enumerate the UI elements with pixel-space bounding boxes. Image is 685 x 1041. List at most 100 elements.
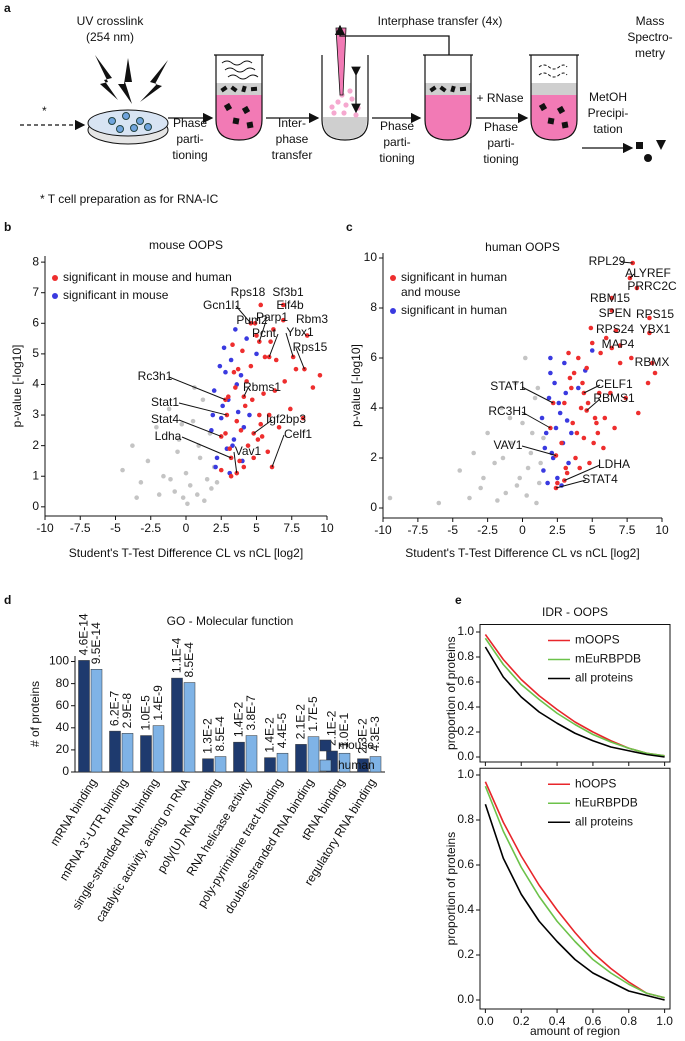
point xyxy=(528,450,534,456)
point xyxy=(577,465,582,471)
pink-drop xyxy=(347,88,353,94)
point xyxy=(609,345,615,351)
point xyxy=(238,372,244,378)
point xyxy=(566,350,571,356)
point-label: Parp1 xyxy=(256,310,288,324)
y-tick-label: 5 xyxy=(32,346,39,360)
point xyxy=(603,335,609,341)
legend: significant in human and mouse significan… xyxy=(390,270,515,321)
chart-title: GO - Molecular function xyxy=(167,614,294,628)
point xyxy=(542,445,548,451)
annotated-point xyxy=(280,317,286,323)
point-label: RBMS1 xyxy=(593,391,635,405)
leader-line xyxy=(295,347,305,370)
point-label: PRRC2C xyxy=(627,279,677,293)
point xyxy=(629,355,634,361)
x-tick-label: 1.0 xyxy=(656,1014,673,1028)
bar xyxy=(140,735,152,773)
point xyxy=(237,458,242,464)
panel-label: e xyxy=(455,593,462,607)
leader-line xyxy=(586,398,601,411)
point xyxy=(534,500,539,506)
x-tick-label: 0.2 xyxy=(513,1014,530,1028)
point xyxy=(228,357,234,363)
legend-item: significant in mouse and human xyxy=(52,270,252,285)
legend-marker xyxy=(390,308,396,314)
p-value-label: 4.6E-14 xyxy=(77,613,91,655)
point-label: Sf3b1 xyxy=(272,285,304,299)
point xyxy=(258,421,264,427)
annotated-point xyxy=(258,302,264,308)
point-label: RBM15 xyxy=(590,291,630,305)
leader-line xyxy=(233,451,238,474)
point xyxy=(602,415,608,421)
point xyxy=(492,460,497,466)
y-tick-label: 0.8 xyxy=(457,812,474,826)
y-tick-label: 3 xyxy=(32,407,39,421)
annotated-point xyxy=(647,315,652,321)
point xyxy=(244,336,249,341)
point xyxy=(231,437,237,442)
point xyxy=(272,388,278,393)
point xyxy=(536,480,542,486)
leader-line xyxy=(555,479,587,489)
pink-drop xyxy=(329,104,335,110)
point xyxy=(387,495,393,501)
y-tick-label: 1.0 xyxy=(457,767,474,781)
x-tick-label: -10 xyxy=(374,523,392,537)
protein xyxy=(241,105,251,115)
point xyxy=(591,440,596,446)
point xyxy=(612,425,617,431)
point xyxy=(564,418,570,423)
panel-label: c xyxy=(346,220,353,234)
chart-title: mouse OOPS xyxy=(149,238,223,252)
x-tick-label: 0.8 xyxy=(620,1014,637,1028)
pink-drop xyxy=(353,112,359,118)
point xyxy=(235,409,241,415)
point xyxy=(245,443,251,448)
protein xyxy=(538,102,548,112)
point xyxy=(262,354,268,360)
legend-text: significant in human xyxy=(401,303,508,317)
y-tick-label: 0.0 xyxy=(457,992,474,1006)
point xyxy=(242,403,248,409)
point xyxy=(176,437,182,442)
pink-drop xyxy=(341,110,347,116)
p-value-label: 4.3E-3 xyxy=(368,716,382,752)
leader-line xyxy=(178,419,222,437)
point xyxy=(317,372,323,378)
y-tick-label: 6 xyxy=(32,315,39,329)
point xyxy=(635,410,641,416)
point xyxy=(499,405,504,411)
bar xyxy=(214,756,227,773)
point xyxy=(546,395,552,401)
point-label: Pcnt xyxy=(252,326,277,340)
annotated-point xyxy=(302,366,307,372)
point xyxy=(562,360,567,366)
point xyxy=(228,473,234,479)
x-tick-label: 7.5 xyxy=(619,523,636,537)
legend-item: significant in human and mouse xyxy=(390,270,515,300)
step-label: Phase parti-tioning xyxy=(483,120,518,166)
chart-title: IDR - OOPS xyxy=(542,605,608,619)
point xyxy=(240,348,245,354)
point xyxy=(233,385,238,390)
point-label: Rbms1 xyxy=(243,380,281,394)
point xyxy=(233,327,238,332)
point-label: Pum2 xyxy=(236,313,268,327)
bar xyxy=(78,660,90,773)
step-label: Phase parti-tioning xyxy=(379,119,414,165)
point xyxy=(559,440,564,446)
point xyxy=(175,449,180,455)
cell xyxy=(108,117,116,125)
tube-pink xyxy=(216,95,262,140)
line xyxy=(484,785,665,999)
point xyxy=(211,388,217,393)
p-value-label: 1.7E-5 xyxy=(306,696,320,732)
asterisk: * xyxy=(42,104,47,118)
p-value-label: 1.1E-4 xyxy=(170,637,184,673)
leader-line xyxy=(168,376,226,401)
legend-text: hOOPS xyxy=(575,776,616,790)
annotated-point xyxy=(609,308,615,313)
point xyxy=(166,406,172,412)
